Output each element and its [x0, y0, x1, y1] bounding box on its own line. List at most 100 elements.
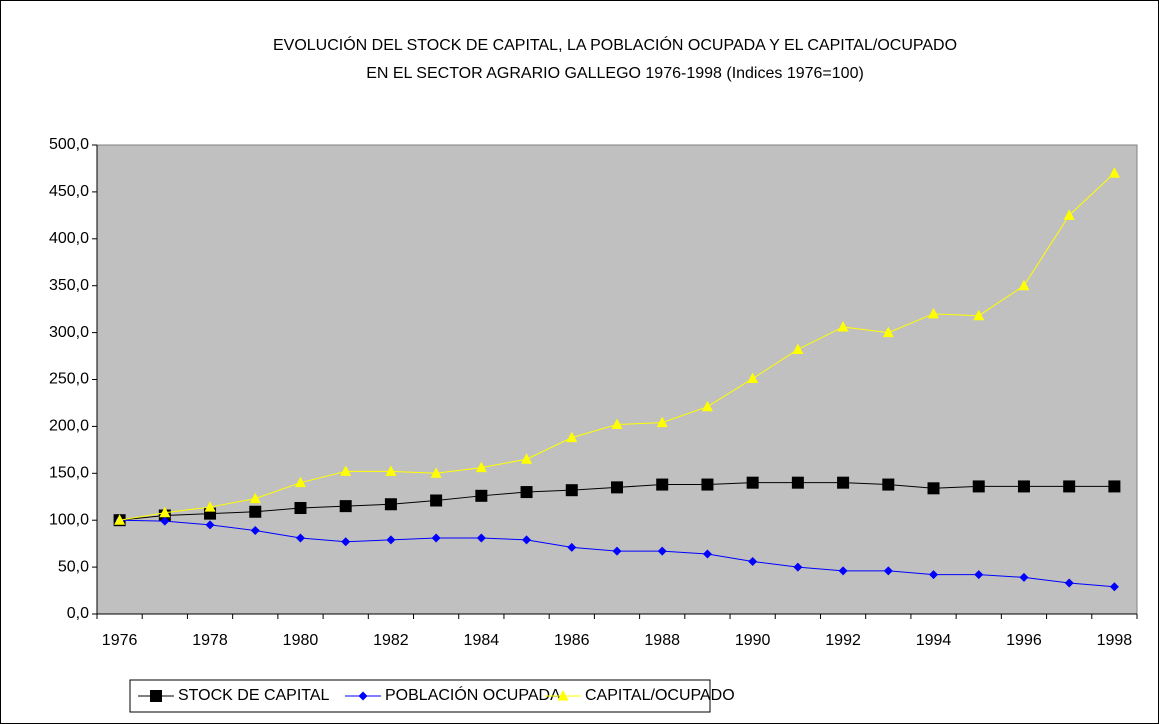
marker: [557, 690, 569, 701]
marker: [656, 416, 668, 428]
x-tick-label: 1978: [192, 632, 228, 649]
marker: [1063, 480, 1076, 493]
marker: [384, 498, 397, 511]
marker: [883, 566, 893, 576]
marker: [1063, 209, 1075, 220]
marker: [929, 570, 939, 580]
y-tick-label: 350,0: [49, 277, 89, 294]
legend-label: POBLACIÓN OCUPADA: [385, 685, 561, 704]
marker: [656, 478, 669, 491]
marker: [973, 309, 985, 321]
marker: [1108, 167, 1120, 178]
y-tick-label: 300,0: [49, 324, 89, 341]
marker: [160, 516, 170, 526]
plot-area: [96, 144, 1138, 615]
marker: [1064, 578, 1074, 588]
legend: STOCK DE CAPITAL POBLACIÓN OCUPADA CAPITAL…: [129, 679, 735, 713]
marker: [522, 535, 532, 545]
marker: [385, 465, 397, 476]
marker: [1108, 480, 1121, 493]
marker: [838, 566, 848, 576]
x-tick-label: 1990: [735, 632, 771, 649]
marker: [430, 494, 443, 507]
marker: [793, 562, 803, 572]
marker: [972, 480, 985, 493]
marker: [1109, 582, 1119, 592]
y-tick-label: 150,0: [49, 465, 89, 482]
marker: [611, 418, 623, 430]
x-tick-label: 1996: [1006, 632, 1042, 649]
marker: [1017, 480, 1030, 493]
marker: [928, 307, 940, 319]
marker: [1018, 279, 1030, 291]
marker: [114, 514, 126, 525]
marker: [431, 533, 441, 543]
y-tick-label: 250,0: [49, 371, 89, 388]
marker: [702, 549, 712, 559]
marker: [791, 476, 804, 489]
x-tick-label: 1976: [102, 632, 138, 649]
marker: [294, 476, 306, 488]
marker: [837, 320, 849, 332]
marker: [611, 481, 623, 494]
marker: [204, 501, 216, 512]
marker: [295, 533, 305, 543]
marker: [1019, 572, 1029, 582]
y-tick-label: 500,0: [49, 136, 89, 153]
y-tick-label: 400,0: [49, 230, 89, 247]
x-tick-label: 1994: [916, 632, 952, 649]
marker: [249, 492, 261, 504]
legend-label: STOCK DE CAPITAL: [178, 687, 330, 704]
marker: [476, 533, 486, 543]
x-tick-label: 1986: [554, 632, 590, 649]
marker: [974, 570, 984, 580]
marker: [882, 326, 894, 338]
marker: [430, 467, 442, 478]
marker: [250, 526, 260, 536]
marker: [927, 482, 940, 495]
marker: [701, 478, 714, 491]
marker: [294, 502, 307, 515]
marker: [249, 505, 262, 518]
marker: [701, 400, 713, 412]
marker: [566, 431, 578, 443]
y-tick-label: 0,0: [67, 605, 89, 622]
marker: [837, 476, 850, 489]
marker: [792, 343, 804, 354]
x-tick-label: 1984: [464, 632, 500, 649]
marker: [521, 453, 533, 464]
marker: [205, 520, 215, 530]
legend-label: CAPITAL/OCUPADO: [585, 687, 735, 704]
y-tick-label: 50,0: [58, 558, 89, 575]
y-tick-label: 100,0: [49, 511, 89, 528]
x-tick-label: 1982: [373, 632, 409, 649]
chart-title: EN EL SECTOR AGRARIO GALLEGO 1976-1998 (…: [366, 65, 864, 82]
y-tick-label: 450,0: [49, 183, 89, 200]
x-tick-label: 1992: [825, 632, 861, 649]
marker: [341, 537, 351, 547]
marker: [746, 476, 759, 489]
x-tick-label: 1998: [1097, 632, 1133, 649]
marker: [748, 556, 758, 566]
x-tick-label: 1988: [644, 632, 680, 649]
marker: [475, 461, 487, 473]
x-tick-label: 1980: [283, 632, 319, 649]
chart-title: EVOLUCIÓN DEL STOCK DE CAPITAL, LA POBLA…: [273, 35, 957, 54]
marker: [339, 500, 352, 513]
marker: [340, 465, 352, 476]
marker: [567, 542, 577, 552]
marker: [386, 535, 396, 545]
marker: [150, 690, 162, 702]
marker: [475, 489, 488, 502]
marker: [159, 506, 171, 518]
marker: [882, 478, 895, 491]
y-tick-label: 200,0: [49, 418, 89, 435]
marker: [657, 546, 667, 556]
marker: [612, 546, 622, 556]
marker: [520, 486, 533, 499]
marker: [747, 372, 759, 384]
legend-box: [129, 679, 711, 713]
marker: [358, 691, 368, 701]
marker: [565, 484, 578, 497]
